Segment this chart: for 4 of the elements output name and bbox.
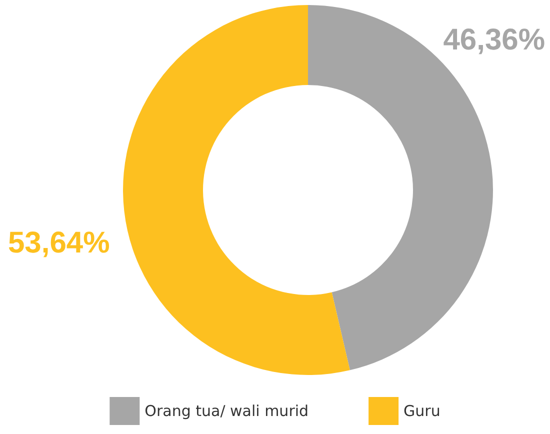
legend-label: Guru — [404, 402, 440, 420]
data-label: 46,36% — [443, 24, 545, 56]
legend-label: Orang tua/ wali murid — [144, 402, 309, 420]
data-label: 53,64% — [8, 226, 110, 260]
